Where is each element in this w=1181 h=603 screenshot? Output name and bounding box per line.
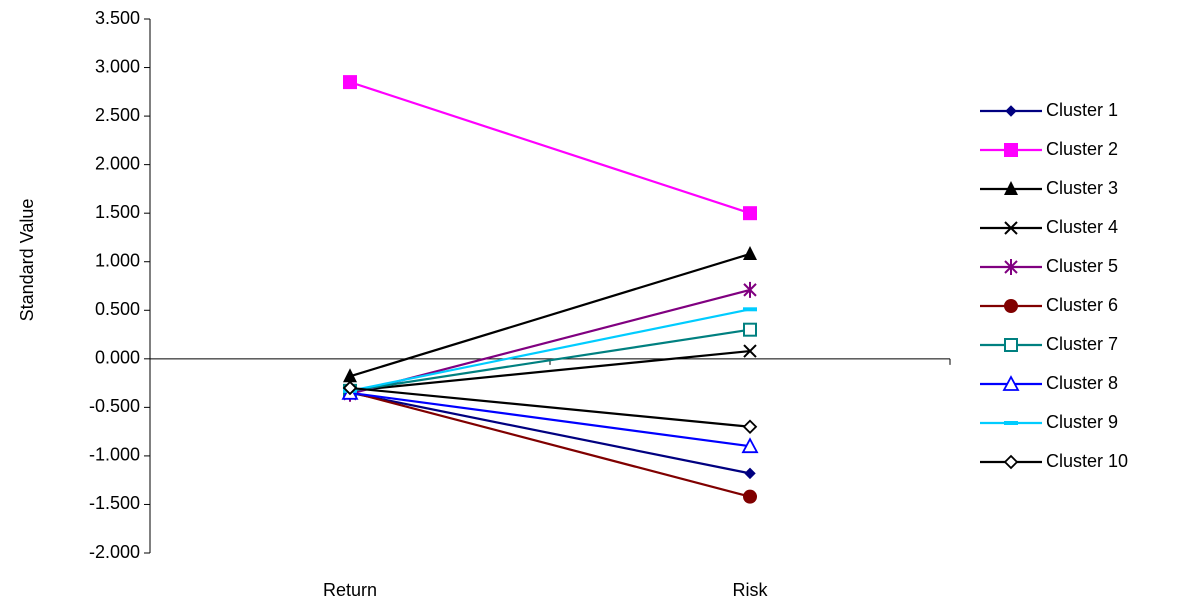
series-line [349,81,751,215]
data-point [743,206,757,221]
x-category-label: Risk [733,580,769,600]
series-line [349,390,751,498]
y-tick-label: -1.500 [89,493,140,513]
legend-marker [1004,143,1018,157]
series-6 [343,384,757,504]
data-point [743,245,757,260]
series-5 [343,281,757,402]
legend-item: Cluster 1 [980,100,1118,120]
data-point [742,419,758,435]
legend-label: Cluster 8 [1046,373,1118,393]
legend-label: Cluster 4 [1046,217,1118,237]
legend: Cluster 1 Cluster 2 Cluster 3 Cluster 4 Clus… [980,100,1128,471]
legend-item: Cluster 5 [980,256,1118,276]
legend-marker [1003,454,1019,470]
series-line [349,391,751,475]
data-point [743,307,757,312]
y-tick-label: 0.000 [95,348,140,368]
legend-marker [1004,299,1018,313]
y-tick-label: 3.500 [95,8,140,28]
legend-marker [1004,338,1018,352]
data-point [743,344,757,358]
legend-label: Cluster 1 [1046,100,1118,120]
data-point [342,380,358,396]
legend-item: Cluster 10 [980,451,1128,471]
series-line [349,328,751,392]
y-tick-label: 1.500 [95,202,140,222]
legend-label: Cluster 5 [1046,256,1118,276]
x-category-label: Return [323,580,377,600]
data-point [743,281,757,298]
legend-marker [1004,221,1018,235]
data-point [743,322,757,337]
legend-label: Cluster 3 [1046,178,1118,198]
data-point [343,75,357,90]
legend-item: Cluster 3 [980,178,1118,198]
y-tick-label: 2.500 [95,105,140,125]
y-tick-label: 2.000 [95,153,140,173]
y-axis-label: Standard Value [17,199,37,322]
series-4 [343,344,757,398]
legend-marker [1002,375,1020,391]
y-tick-label: -1.000 [89,445,140,465]
legend-label: Cluster 10 [1046,451,1128,471]
legend-marker [1005,105,1017,117]
series-8 [341,383,759,454]
legend-marker [1004,421,1018,425]
series-line [349,252,751,378]
axes: 3.500 3.000 2.500 2.000 1.500 1.000 0.500 0.000… [89,8,951,600]
legend-label: Cluster 6 [1046,295,1118,315]
series-line [349,391,751,448]
legend-item: Cluster 2 [980,139,1118,159]
legend-item: Cluster 8 [980,373,1118,393]
legend-item: Cluster 7 [980,334,1118,354]
legend-marker [1004,259,1018,275]
legend-label: Cluster 9 [1046,412,1118,432]
y-tick-label: 0.500 [95,299,140,319]
data-point [744,467,756,480]
data-point [343,368,357,383]
y-tick-label: 3.000 [95,56,140,76]
legend-marker [1004,181,1018,195]
series-line [349,386,751,428]
legend-item: Cluster 4 [980,217,1118,237]
series-2 [343,75,757,221]
y-tick-label: -0.500 [89,396,140,416]
series-9 [343,307,757,393]
data-point [743,489,757,504]
y-tick-label: 1.000 [95,250,140,270]
series-3 [343,245,757,383]
legend-item: Cluster 9 [980,412,1118,432]
data-point [741,437,759,454]
legend-label: Cluster 7 [1046,334,1118,354]
series-layer [341,75,759,504]
legend-item: Cluster 6 [980,295,1118,315]
series-line [349,308,751,392]
series-line [349,349,751,392]
legend-label: Cluster 2 [1046,139,1118,159]
series-10 [342,380,758,435]
y-tick-label: -2.000 [89,542,140,562]
